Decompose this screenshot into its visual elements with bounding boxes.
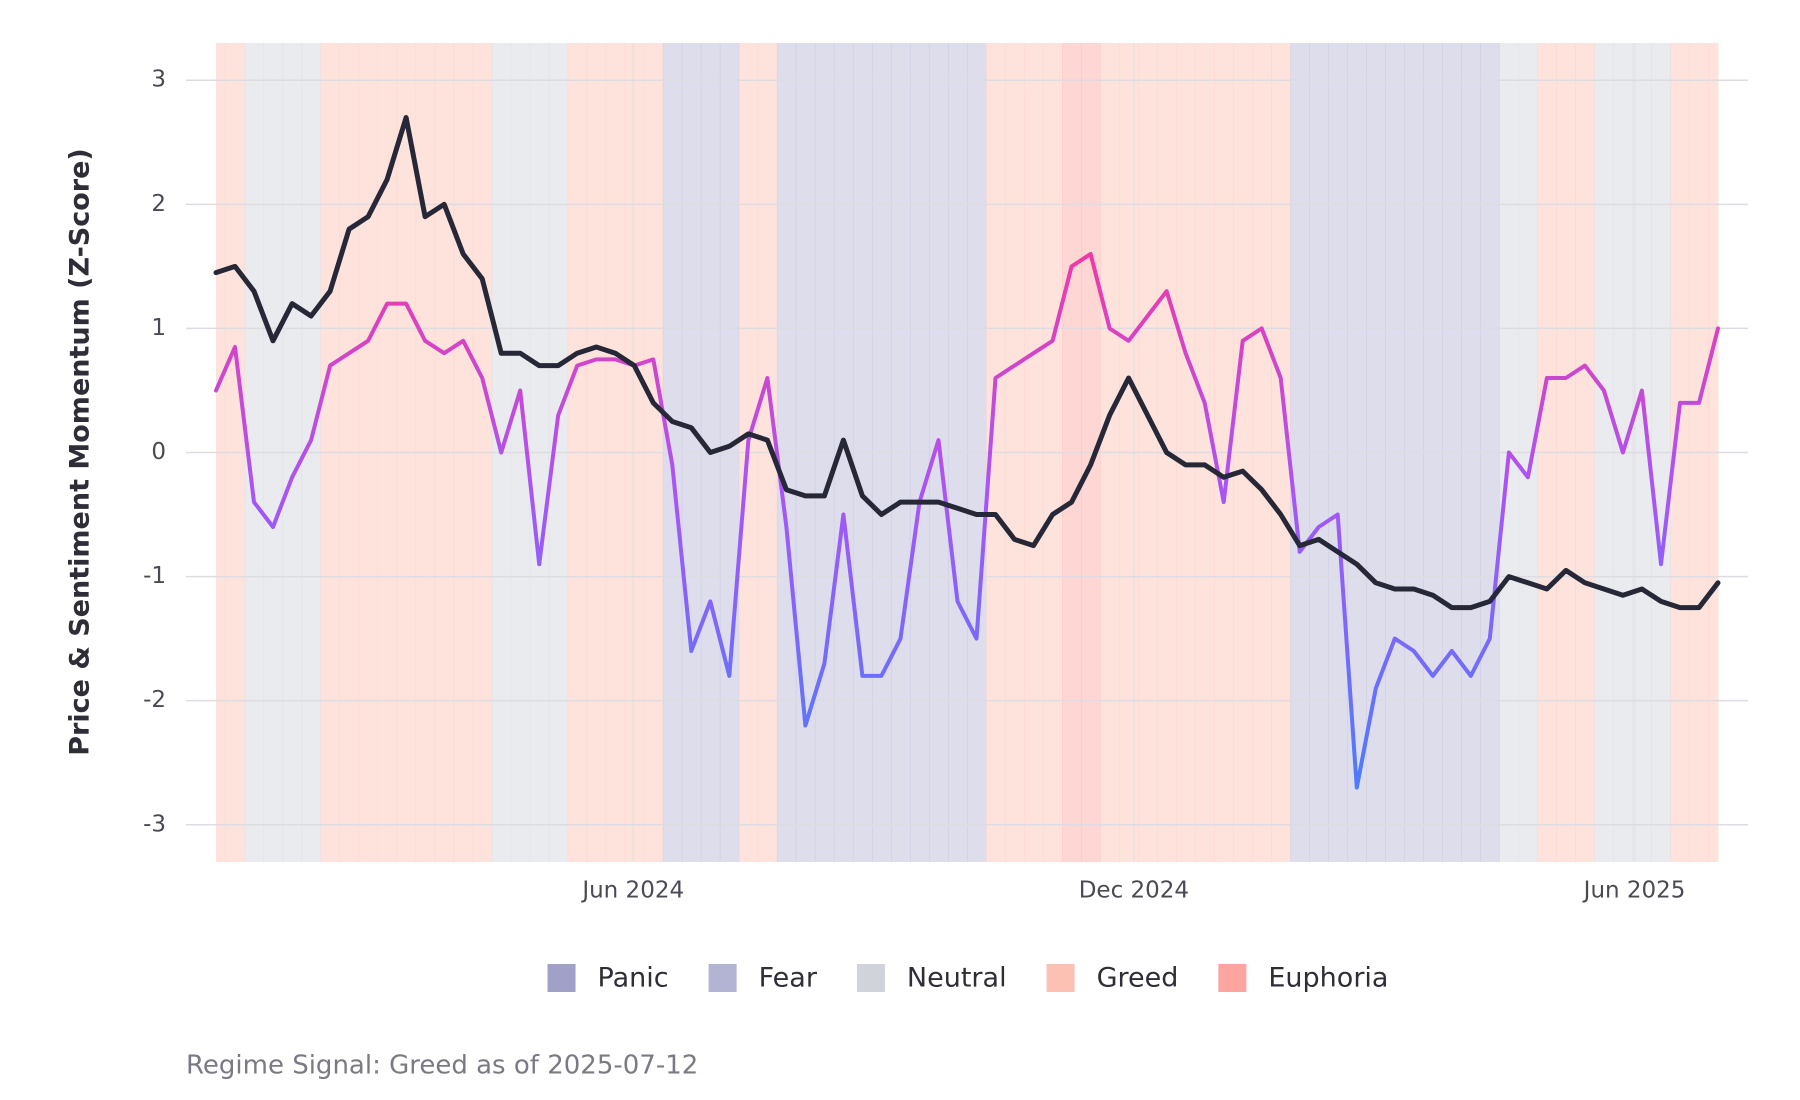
x-tick-label: Jun 2024 [580,878,684,904]
grid [186,43,1748,862]
legend-swatch [547,964,576,992]
x-tick-label: Jun 2025 [1582,878,1686,904]
legend-swatch [856,964,885,992]
legend-swatch [1218,964,1247,992]
legend-label: Greed [1097,963,1179,994]
legend-label: Panic [598,963,669,994]
caption: Regime Signal: Greed as of 2025-07-12 [186,1051,698,1081]
y-tick-label: -3 [143,811,166,837]
y-tick-label: 0 [151,439,166,465]
series-line [214,252,1720,790]
y-axis-label: Price & Sentiment Momentum (Z-Score) [65,148,96,756]
series-line [213,115,1721,611]
legend-label: Neutral [907,963,1007,994]
y-tick-label: -2 [143,687,166,713]
y-tick-label: -1 [143,563,166,589]
y-tick-label: 3 [151,67,166,93]
lines [213,115,1721,790]
x-tick-label: Dec 2024 [1079,878,1189,904]
y-tick-label: 1 [151,315,166,341]
legend-swatch [1046,964,1075,992]
labels: -3 -2 -1 0 1 2 3 Jun 2024 Dec 2024 Jun 2025 [143,67,1685,904]
y-tick-label: 2 [151,191,166,217]
legend-label: Euphoria [1268,963,1388,994]
legend: Panic Fear Neutral Greed Euphoria [547,963,1388,994]
legend-swatch [708,964,737,992]
legend-label: Fear [759,963,818,994]
